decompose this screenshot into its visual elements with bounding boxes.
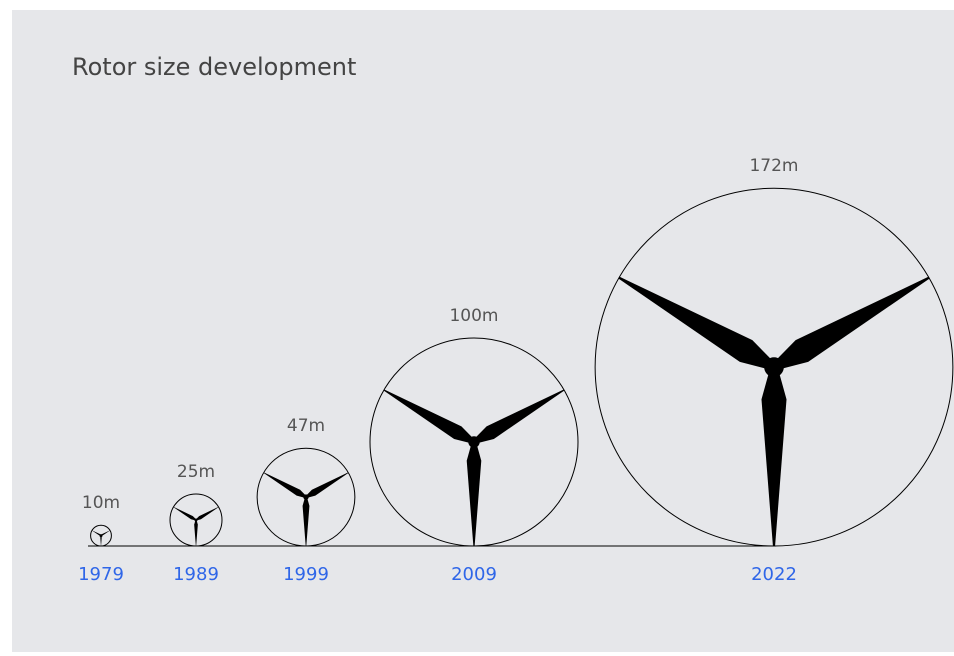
x-tick-label: 2009 xyxy=(451,564,497,585)
hub xyxy=(468,436,479,447)
value-label: 10m xyxy=(82,493,120,513)
hub xyxy=(764,357,784,377)
value-label: 25m xyxy=(177,462,215,482)
x-tick-label: 1979 xyxy=(78,564,124,585)
chart: Rotor size development 10m 1979 25m 1989 47m… xyxy=(0,0,954,652)
hub xyxy=(303,494,308,499)
hub xyxy=(100,534,103,537)
chart-title: Rotor size development xyxy=(72,53,356,81)
value-label: 172m xyxy=(749,156,798,176)
value-label: 100m xyxy=(449,306,498,326)
value-label: 47m xyxy=(287,416,325,436)
panel xyxy=(12,10,954,652)
x-tick-label: 2022 xyxy=(751,564,797,585)
x-tick-label: 1999 xyxy=(283,564,329,585)
x-tick-label: 1989 xyxy=(173,564,219,585)
hub xyxy=(195,519,198,522)
